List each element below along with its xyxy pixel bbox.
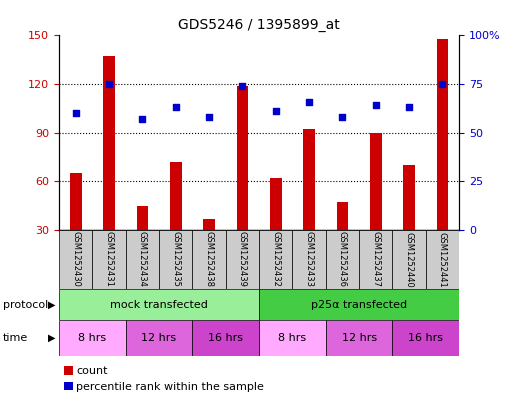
Title: GDS5246 / 1395899_at: GDS5246 / 1395899_at	[178, 18, 340, 31]
Text: mock transfected: mock transfected	[110, 299, 208, 310]
Bar	[259, 230, 292, 289]
Bar	[226, 230, 259, 289]
Bar	[170, 162, 182, 230]
Text: percentile rank within the sample: percentile rank within the sample	[76, 382, 264, 392]
Text: 12 hrs: 12 hrs	[142, 333, 176, 343]
Point	[338, 114, 346, 120]
Bar	[59, 320, 126, 356]
Bar	[392, 230, 426, 289]
Bar	[159, 230, 192, 289]
Text: GSM1252436: GSM1252436	[338, 231, 347, 287]
Text: GSM1252440: GSM1252440	[405, 231, 413, 287]
Bar	[70, 173, 82, 230]
Point	[271, 108, 280, 114]
Text: 8 hrs: 8 hrs	[279, 333, 306, 343]
Bar	[359, 230, 392, 289]
Text: 16 hrs: 16 hrs	[208, 333, 243, 343]
Point	[71, 110, 80, 116]
Text: GSM1252432: GSM1252432	[271, 231, 280, 287]
Bar	[370, 132, 382, 230]
Text: time: time	[3, 333, 28, 343]
Bar	[59, 289, 259, 320]
Point	[238, 83, 246, 89]
Point	[405, 104, 413, 110]
Text: ▶: ▶	[48, 299, 55, 310]
Bar	[192, 320, 259, 356]
Point	[205, 114, 213, 120]
Point	[438, 81, 446, 87]
Text: GSM1252437: GSM1252437	[371, 231, 380, 287]
Text: p25α transfected: p25α transfected	[311, 299, 407, 310]
Bar	[59, 230, 92, 289]
Bar	[337, 202, 348, 230]
Bar	[303, 129, 315, 230]
Bar	[403, 165, 415, 230]
Bar	[392, 320, 459, 356]
Text: GSM1252438: GSM1252438	[205, 231, 213, 287]
Text: 12 hrs: 12 hrs	[342, 333, 377, 343]
Bar	[437, 39, 448, 230]
Bar	[126, 320, 192, 356]
Point	[105, 81, 113, 87]
Bar	[103, 57, 115, 230]
Point	[138, 116, 147, 122]
Bar	[259, 320, 326, 356]
Bar	[259, 289, 459, 320]
Text: GSM1252435: GSM1252435	[171, 231, 180, 287]
Point	[371, 102, 380, 108]
Text: 16 hrs: 16 hrs	[408, 333, 443, 343]
Bar	[192, 230, 226, 289]
Bar	[292, 230, 326, 289]
Text: GSM1252431: GSM1252431	[105, 231, 113, 287]
Point	[171, 104, 180, 110]
Text: GSM1252430: GSM1252430	[71, 231, 80, 287]
Text: ▶: ▶	[48, 333, 55, 343]
Text: count: count	[76, 366, 108, 376]
Text: 8 hrs: 8 hrs	[78, 333, 106, 343]
Text: GSM1252439: GSM1252439	[238, 231, 247, 287]
Bar	[126, 230, 159, 289]
Text: protocol: protocol	[3, 299, 48, 310]
Point	[305, 98, 313, 105]
Bar	[203, 219, 215, 230]
Bar	[326, 320, 392, 356]
Bar	[270, 178, 282, 230]
Bar	[92, 230, 126, 289]
Bar	[326, 230, 359, 289]
Text: GSM1252441: GSM1252441	[438, 231, 447, 287]
Bar	[136, 206, 148, 230]
Bar	[426, 230, 459, 289]
Text: GSM1252433: GSM1252433	[305, 231, 313, 287]
Bar	[236, 86, 248, 230]
Text: GSM1252434: GSM1252434	[138, 231, 147, 287]
